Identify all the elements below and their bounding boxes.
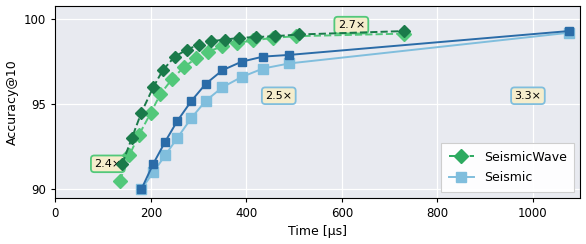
Text: 2.4×: 2.4× xyxy=(94,159,121,169)
X-axis label: Time [μs]: Time [μs] xyxy=(288,225,347,238)
Text: 3.3×: 3.3× xyxy=(515,91,541,101)
Legend: SeismicWave, Seismic: SeismicWave, Seismic xyxy=(441,143,574,192)
Text: 2.7×: 2.7× xyxy=(338,20,365,30)
Y-axis label: Accuracy@10: Accuracy@10 xyxy=(5,59,19,145)
Text: 2.5×: 2.5× xyxy=(265,91,292,101)
